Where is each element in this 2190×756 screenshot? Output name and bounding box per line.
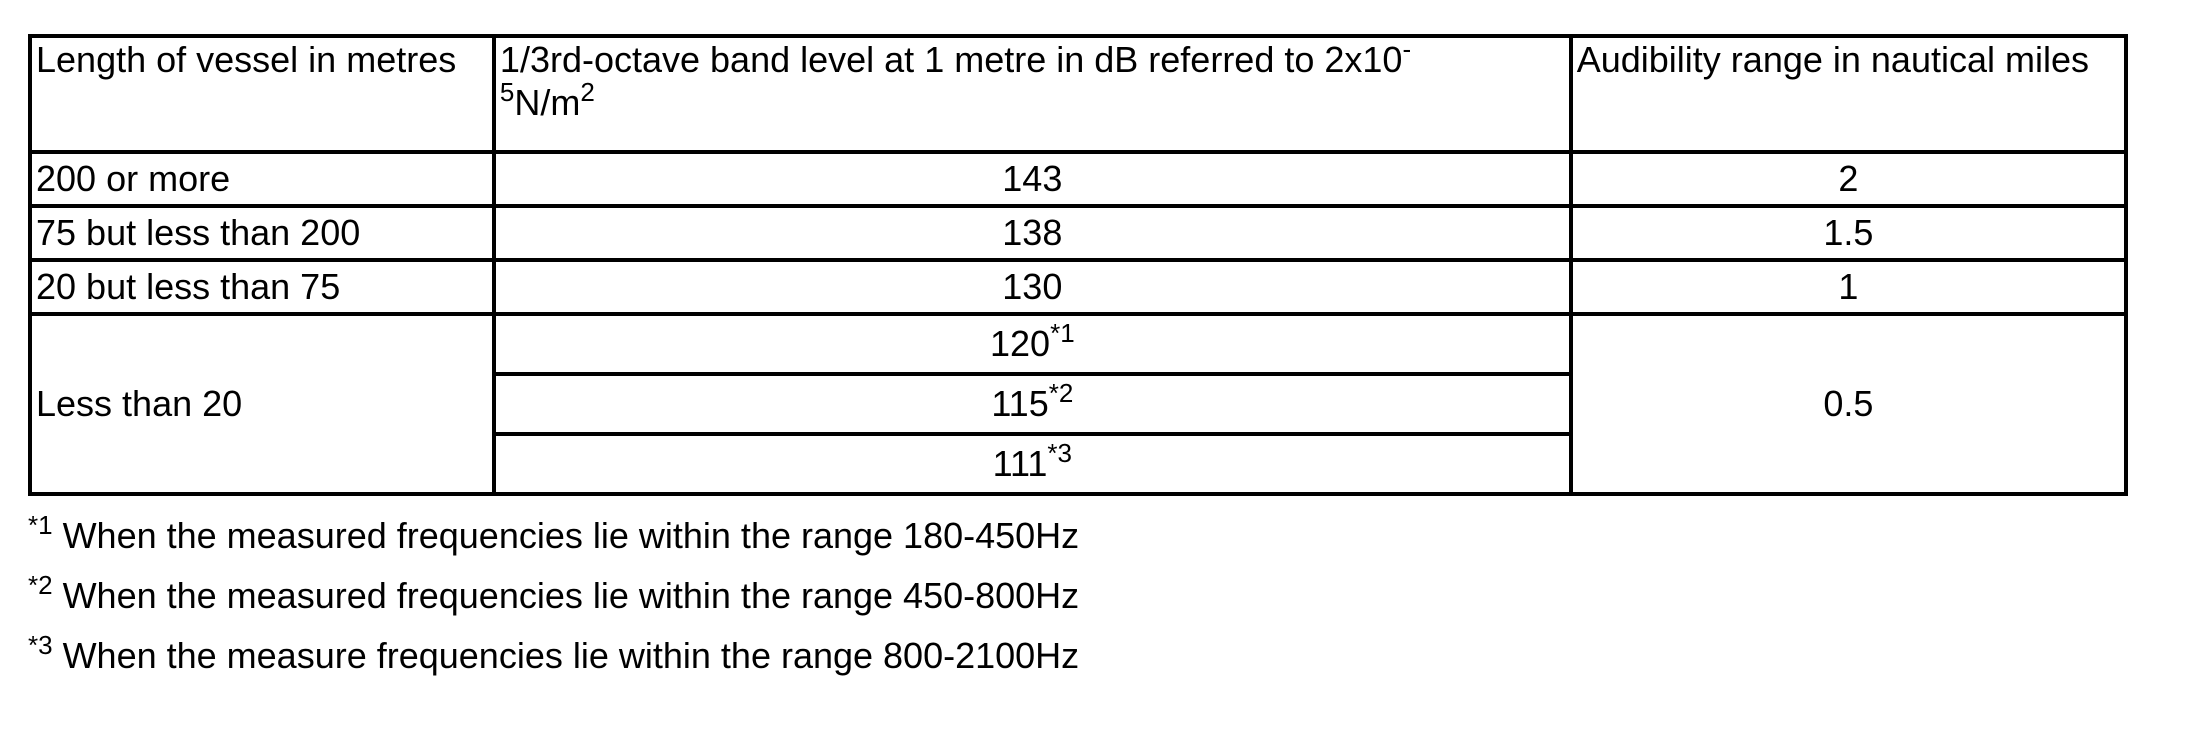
footnote-mark: *3	[28, 630, 53, 660]
level-value: 115	[991, 383, 1049, 425]
footnote-mark: *1	[28, 510, 53, 540]
cell-level: 143	[491, 150, 1573, 208]
cell-level: 138	[491, 204, 1573, 262]
footnote-item: *2 When the measured frequencies lie with…	[28, 568, 2128, 628]
table-row: 20 but less than 75 130 1	[28, 258, 2129, 316]
cell-length: 75 but less than 200	[28, 204, 496, 262]
table-row: 200 or more 143 2	[28, 150, 2129, 208]
cell-length-merged: Less than 20	[28, 312, 496, 496]
cell-range: 1.5	[1568, 204, 2129, 262]
cell-length: 20 but less than 75	[28, 258, 496, 316]
cell-level-sub: 120*1	[491, 312, 1573, 376]
level-footnote-mark: *2	[1048, 378, 1074, 409]
table-row: Less than 20 120*1 0.5	[28, 312, 2129, 496]
table-header-row: Length of vessel in metres 1/3rd-octave …	[28, 34, 2129, 154]
header-range: Audibility range in nautical miles	[1568, 34, 2129, 154]
footnote-text: When the measure frequencies lie within …	[62, 635, 1080, 676]
footnote-item: *1 When the measured frequencies lie with…	[28, 508, 2128, 568]
header-exponent-minus: -	[1402, 34, 1412, 64]
cell-range-merged: 0.5	[1568, 312, 2129, 496]
footnote-text: When the measured frequencies lie within…	[62, 515, 1080, 556]
table-row: 111*3	[30, 432, 2126, 496]
cell-length: 200 or more	[28, 150, 496, 208]
document: Length of vessel in metres 1/3rd-octave …	[28, 34, 2129, 688]
footnotes: *1 When the measured frequencies lie with…	[28, 508, 2128, 688]
header-exponent-five: 5	[499, 77, 515, 108]
header-band-level: 1/3rd-octave band level at 1 metre in dB…	[491, 34, 1573, 154]
cell-range: 1	[1568, 258, 2129, 316]
header-unit: N/m	[514, 82, 581, 124]
footnote-text: When the measured frequencies lie within…	[62, 575, 1080, 616]
cell-range: 2	[1568, 150, 2129, 208]
header-length: Length of vessel in metres	[28, 34, 496, 154]
level-footnote-mark: *3	[1047, 438, 1072, 469]
cell-level: 130	[491, 258, 1573, 316]
header-band-level-text: 1/3rd-octave band level at 1 metre in dB…	[499, 39, 1403, 80]
footnote-mark: *2	[28, 570, 53, 600]
table-row: 75 but less than 200 138 1.5	[28, 204, 2129, 262]
header-unit-exponent: 2	[580, 77, 595, 108]
cell-level-sub: 115*2	[491, 372, 1573, 436]
table-row: 115*2	[30, 372, 2126, 436]
audibility-table: Length of vessel in metres 1/3rd-octave …	[28, 34, 2129, 496]
level-value: 120	[990, 323, 1051, 365]
cell-level-sub: 111*3	[491, 432, 1573, 496]
level-footnote-mark: *1	[1050, 318, 1075, 349]
footnote-item: *3 When the measure frequencies lie withi…	[28, 628, 2128, 688]
level-value: 111	[992, 443, 1048, 485]
